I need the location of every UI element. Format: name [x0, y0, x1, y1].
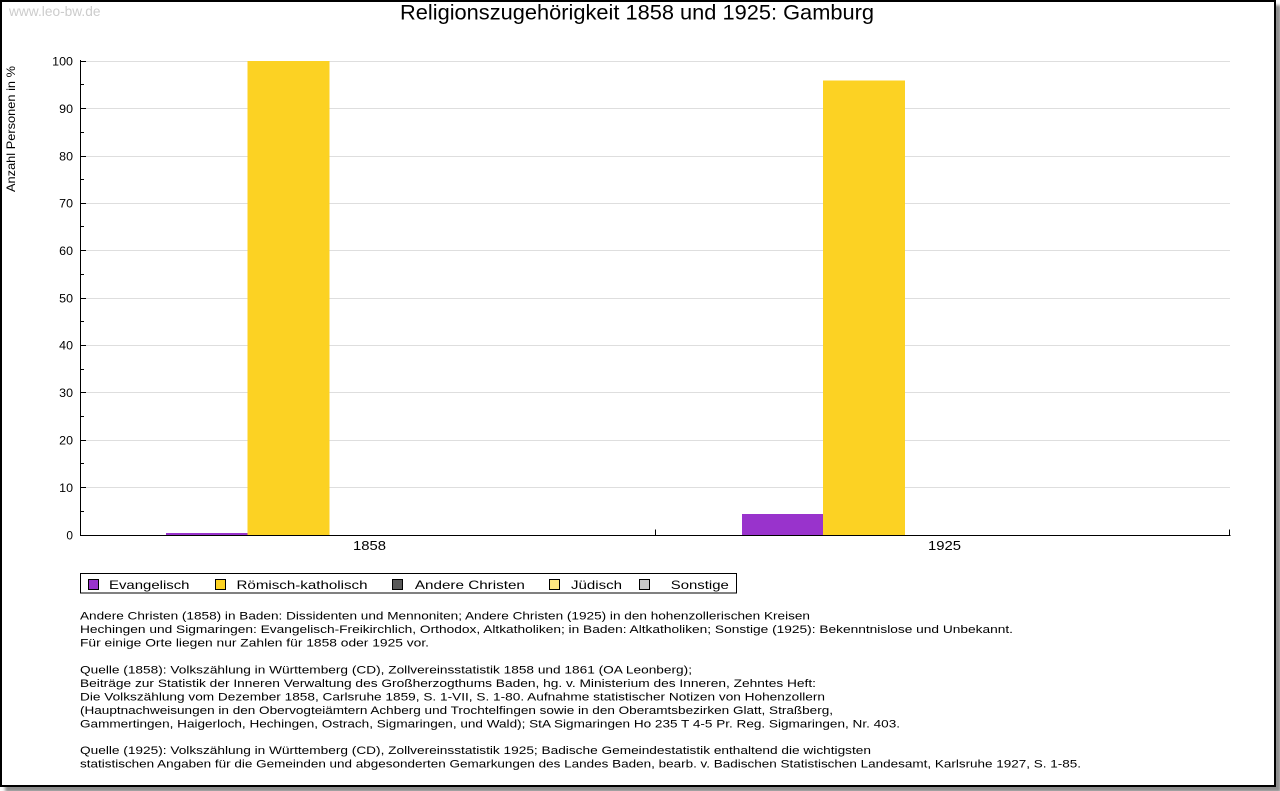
svg-text:Die Volkszählung vom Dezember: Die Volkszählung vom Dezember 1858, Carl… — [80, 692, 825, 704]
svg-text:Religionszugehörigkeit 1858 un: Religionszugehörigkeit 1858 und 1925: Ga… — [400, 1, 874, 25]
svg-text:0: 0 — [66, 531, 73, 543]
svg-text:10: 10 — [59, 483, 73, 495]
svg-text:Jüdisch: Jüdisch — [571, 578, 622, 592]
svg-text:50: 50 — [59, 294, 73, 306]
svg-text:Andere Christen (1858) in Bade: Andere Christen (1858) in Baden: Disside… — [80, 611, 810, 623]
svg-text:Für einige Orte liegen nur Zah: Für einige Orte liegen nur Zahlen für 18… — [80, 638, 429, 650]
svg-text:80: 80 — [59, 152, 73, 164]
svg-text:60: 60 — [59, 246, 73, 258]
svg-text:(Hauptnachweisungen in den Obe: (Hauptnachweisungen in den Obervogteiämt… — [80, 705, 833, 717]
svg-text:Beiträge zur Statistik der Inn: Beiträge zur Statistik der Inneren Verwa… — [80, 678, 816, 690]
svg-text:70: 70 — [59, 199, 73, 211]
svg-text:1925: 1925 — [928, 539, 961, 553]
svg-text:1858: 1858 — [353, 539, 386, 553]
svg-text:Evangelisch: Evangelisch — [109, 578, 190, 592]
svg-text:40: 40 — [59, 341, 73, 353]
svg-text:Anzahl Personen in %: Anzahl Personen in % — [4, 66, 18, 192]
svg-text:30: 30 — [59, 388, 73, 400]
svg-text:www.leo-bw.de: www.leo-bw.de — [8, 3, 101, 19]
svg-text:Andere Christen: Andere Christen — [415, 578, 525, 592]
svg-text:100: 100 — [52, 57, 73, 69]
svg-text:Quelle (1858): Volkszählung in: Quelle (1858): Volkszählung in Württembe… — [80, 665, 692, 677]
svg-text:statistischen Angaben für die: statistischen Angaben für die Gemeinden … — [80, 759, 1081, 771]
svg-text:Sonstige: Sonstige — [671, 578, 729, 592]
svg-text:Quelle (1925): Volkszählung in: Quelle (1925): Volkszählung in Württembe… — [80, 745, 871, 757]
svg-text:Römisch-katholisch: Römisch-katholisch — [237, 578, 368, 592]
svg-text:Gammertingen, Haigerloch, Hech: Gammertingen, Haigerloch, Hechingen, Ost… — [80, 719, 900, 731]
svg-text:90: 90 — [59, 104, 73, 116]
svg-text:Hechingen und Sigmaringen: Eva: Hechingen und Sigmaringen: Evangelisch-F… — [80, 624, 1013, 636]
svg-text:20: 20 — [59, 436, 73, 448]
